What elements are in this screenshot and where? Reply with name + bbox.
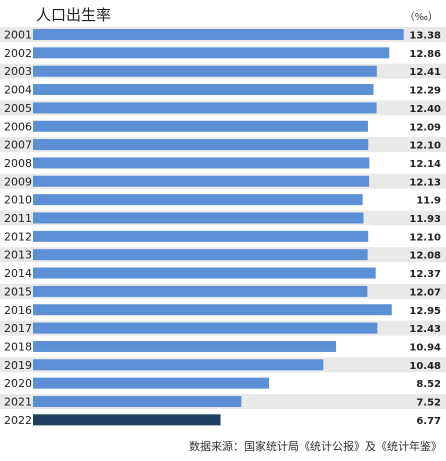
category-label: 2016 <box>4 304 32 317</box>
category-label: 2009 <box>4 175 32 188</box>
category-label: 2006 <box>4 120 32 133</box>
value-label: 12.10 <box>409 141 441 152</box>
category-label: 2015 <box>4 285 32 298</box>
chart-unit: （‰） <box>405 11 438 23</box>
bar <box>33 212 364 224</box>
value-label: 13.38 <box>409 31 441 42</box>
value-label: 12.08 <box>409 251 441 262</box>
bar <box>33 285 368 297</box>
value-label: 10.94 <box>409 342 441 353</box>
bar <box>33 139 369 151</box>
category-label: 2022 <box>4 414 32 427</box>
category-label: 2012 <box>4 230 32 243</box>
value-label: 11.9 <box>416 196 441 207</box>
category-label: 2007 <box>4 139 32 152</box>
bar <box>33 359 324 371</box>
value-label: 6.77 <box>416 416 441 427</box>
category-label: 2019 <box>4 359 32 372</box>
value-label: 7.52 <box>416 398 441 409</box>
value-label: 12.07 <box>409 287 441 298</box>
category-label: 2005 <box>4 102 32 115</box>
category-label: 2008 <box>4 157 32 170</box>
category-label: 2018 <box>4 340 32 353</box>
bar <box>33 304 392 316</box>
category-label: 2001 <box>4 29 32 42</box>
category-label: 2014 <box>4 267 32 280</box>
category-label: 2017 <box>4 322 32 335</box>
value-label: 8.52 <box>416 379 441 390</box>
bar <box>33 194 363 206</box>
value-label: 12.43 <box>409 324 441 335</box>
bar <box>33 157 370 169</box>
bar <box>33 414 221 426</box>
bar <box>33 47 390 59</box>
category-label: 2004 <box>4 84 32 97</box>
value-label: 12.10 <box>409 232 441 243</box>
value-label: 12.40 <box>409 104 441 115</box>
category-label: 2011 <box>4 212 32 225</box>
value-label: 12.41 <box>409 67 441 78</box>
bar <box>33 267 376 279</box>
value-label: 12.37 <box>409 269 441 280</box>
bar <box>33 102 377 114</box>
category-label: 2003 <box>4 65 32 78</box>
value-label: 12.86 <box>409 49 441 60</box>
value-label: 12.14 <box>409 159 441 170</box>
bar <box>33 230 369 242</box>
bar <box>33 396 242 407</box>
category-label: 2013 <box>4 249 32 262</box>
category-label: 2002 <box>4 47 32 60</box>
chart-title: 人口出生率 <box>36 6 111 24</box>
bar <box>33 175 370 187</box>
bar <box>33 340 337 352</box>
value-label: 12.95 <box>409 306 441 317</box>
bar <box>33 29 404 40</box>
value-label: 12.29 <box>409 86 441 97</box>
value-label: 12.13 <box>409 177 441 188</box>
value-label: 11.93 <box>409 214 441 225</box>
bar <box>33 249 368 261</box>
category-label: 2021 <box>4 396 32 409</box>
value-label: 12.09 <box>409 122 441 133</box>
category-label: 2010 <box>4 194 32 207</box>
value-label: 10.48 <box>409 361 441 372</box>
bar <box>33 84 374 96</box>
category-label: 2020 <box>4 377 32 390</box>
bar <box>33 120 368 132</box>
chart-source: 数据来源：国家统计局《统计公报》及《统计年鉴》 <box>189 439 442 453</box>
bar <box>33 322 378 334</box>
chart-rows: 2001 13.38 2002 12.86 2003 12.41 2004 12.29 2005… <box>0 27 446 427</box>
bar <box>33 65 377 77</box>
bar <box>33 377 270 389</box>
